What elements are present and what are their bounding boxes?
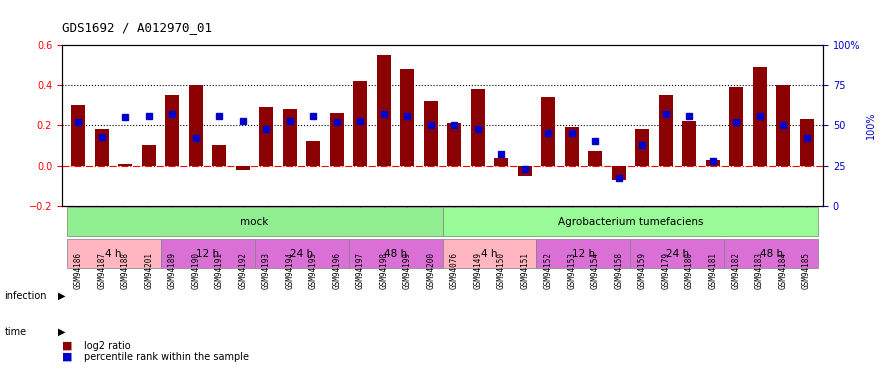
- Bar: [424, 101, 438, 165]
- Text: GSM94200: GSM94200: [427, 252, 435, 290]
- Bar: [541, 97, 555, 165]
- FancyBboxPatch shape: [442, 240, 536, 268]
- Text: 4 h: 4 h: [105, 249, 122, 259]
- Text: GSM94154: GSM94154: [590, 252, 600, 290]
- Bar: [330, 113, 344, 165]
- Bar: [306, 141, 320, 165]
- Text: GSM94185: GSM94185: [802, 252, 812, 290]
- Text: percentile rank within the sample: percentile rank within the sample: [84, 352, 249, 362]
- Bar: [518, 165, 532, 176]
- Text: GSM94201: GSM94201: [144, 252, 153, 290]
- Bar: [353, 81, 367, 165]
- Text: 48 h: 48 h: [760, 249, 783, 259]
- Bar: [95, 129, 109, 165]
- Text: GSM94158: GSM94158: [614, 252, 623, 290]
- Text: GSM94196: GSM94196: [332, 252, 342, 290]
- Text: mock: mock: [241, 217, 269, 227]
- Text: GSM94199: GSM94199: [403, 252, 412, 290]
- Bar: [752, 67, 766, 165]
- Bar: [165, 95, 180, 165]
- Text: ▶: ▶: [58, 291, 65, 301]
- Text: GSM94159: GSM94159: [638, 252, 647, 290]
- FancyBboxPatch shape: [725, 240, 819, 268]
- Bar: [635, 129, 650, 165]
- Text: GSM94188: GSM94188: [121, 252, 130, 290]
- Text: GSM94183: GSM94183: [755, 252, 764, 290]
- FancyBboxPatch shape: [66, 240, 160, 268]
- Text: GSM94193: GSM94193: [262, 252, 271, 290]
- Text: GDS1692 / A012970_01: GDS1692 / A012970_01: [62, 21, 212, 34]
- Bar: [72, 105, 86, 165]
- Bar: [259, 107, 273, 165]
- Bar: [400, 69, 414, 165]
- Text: GSM94187: GSM94187: [97, 252, 106, 290]
- Text: GSM94191: GSM94191: [215, 252, 224, 290]
- Text: GSM94150: GSM94150: [496, 252, 505, 290]
- FancyBboxPatch shape: [442, 207, 819, 236]
- Bar: [142, 146, 156, 165]
- Text: GSM94179: GSM94179: [661, 252, 670, 290]
- Text: GSM94197: GSM94197: [356, 252, 365, 290]
- Y-axis label: 100%: 100%: [866, 112, 876, 139]
- Text: GSM94180: GSM94180: [685, 252, 694, 290]
- Bar: [377, 55, 391, 165]
- Text: 12 h: 12 h: [572, 249, 595, 259]
- Text: log2 ratio: log2 ratio: [84, 341, 131, 351]
- Text: GSM94076: GSM94076: [450, 252, 458, 290]
- Text: GSM94182: GSM94182: [732, 252, 741, 290]
- Text: GSM94152: GSM94152: [543, 252, 553, 290]
- Text: GSM94186: GSM94186: [73, 252, 83, 290]
- Text: ■: ■: [62, 341, 73, 351]
- Text: GSM94181: GSM94181: [708, 252, 717, 290]
- Bar: [212, 146, 227, 165]
- Text: 24 h: 24 h: [666, 249, 689, 259]
- Bar: [705, 159, 720, 165]
- Text: GSM94194: GSM94194: [285, 252, 295, 290]
- Bar: [776, 85, 790, 165]
- Bar: [471, 89, 485, 165]
- FancyBboxPatch shape: [255, 240, 349, 268]
- FancyBboxPatch shape: [536, 240, 630, 268]
- Text: GSM94190: GSM94190: [191, 252, 200, 290]
- Text: GSM94189: GSM94189: [168, 252, 177, 290]
- Text: GSM94149: GSM94149: [473, 252, 482, 290]
- Text: GSM94151: GSM94151: [520, 252, 529, 290]
- Text: 48 h: 48 h: [384, 249, 407, 259]
- Text: GSM94195: GSM94195: [309, 252, 318, 290]
- Bar: [235, 165, 250, 170]
- Text: GSM94184: GSM94184: [779, 252, 788, 290]
- Bar: [682, 122, 696, 165]
- Bar: [658, 95, 673, 165]
- Bar: [799, 119, 813, 165]
- Bar: [119, 164, 133, 165]
- Text: 24 h: 24 h: [290, 249, 313, 259]
- Text: ▶: ▶: [58, 327, 65, 337]
- Text: GSM94153: GSM94153: [567, 252, 576, 290]
- Bar: [283, 109, 296, 165]
- Bar: [565, 128, 579, 165]
- FancyBboxPatch shape: [160, 240, 255, 268]
- Bar: [589, 152, 602, 165]
- Text: 12 h: 12 h: [196, 249, 219, 259]
- Text: infection: infection: [4, 291, 47, 301]
- Bar: [729, 87, 743, 165]
- Text: ■: ■: [62, 352, 73, 362]
- Bar: [612, 165, 626, 180]
- Text: time: time: [4, 327, 27, 337]
- Bar: [494, 158, 508, 165]
- Text: 4 h: 4 h: [481, 249, 497, 259]
- Text: GSM94198: GSM94198: [380, 252, 389, 290]
- FancyBboxPatch shape: [630, 240, 725, 268]
- Text: GSM94192: GSM94192: [238, 252, 247, 290]
- Bar: [447, 123, 461, 165]
- Bar: [189, 85, 203, 165]
- Text: Agrobacterium tumefaciens: Agrobacterium tumefaciens: [558, 217, 704, 227]
- FancyBboxPatch shape: [66, 207, 442, 236]
- FancyBboxPatch shape: [349, 240, 442, 268]
